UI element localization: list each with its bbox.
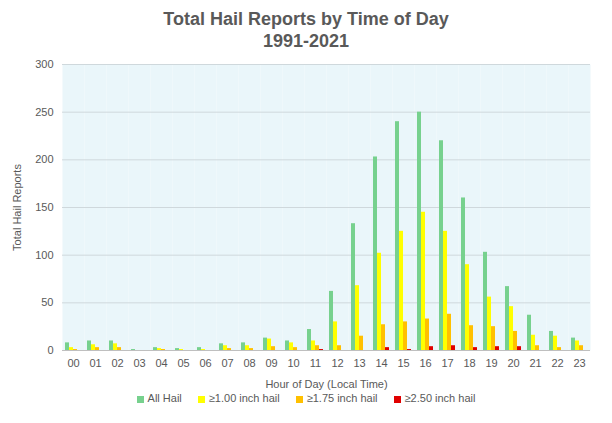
svg-text:Hour of Day (Local Time): Hour of Day (Local Time) xyxy=(265,378,387,390)
svg-text:200: 200 xyxy=(35,153,53,165)
svg-text:17: 17 xyxy=(441,357,453,369)
svg-text:23: 23 xyxy=(573,357,585,369)
svg-text:03: 03 xyxy=(133,357,145,369)
svg-text:02: 02 xyxy=(111,357,123,369)
svg-text:14: 14 xyxy=(375,357,387,369)
svg-text:01: 01 xyxy=(89,357,101,369)
svg-text:07: 07 xyxy=(221,357,233,369)
svg-text:13: 13 xyxy=(353,357,365,369)
html-text:1991-2021: 1991-2021 xyxy=(263,31,349,51)
svg-text:19: 19 xyxy=(485,357,497,369)
svg-text:100: 100 xyxy=(35,249,53,261)
svg-text:15: 15 xyxy=(397,357,409,369)
svg-text:06: 06 xyxy=(199,357,211,369)
html-text:Total Hail Reports by Time of: Total Hail Reports by Time of Day xyxy=(163,9,449,29)
svg-text:250: 250 xyxy=(35,106,53,118)
svg-text:21: 21 xyxy=(529,357,541,369)
svg-text:10: 10 xyxy=(287,357,299,369)
svg-text:50: 50 xyxy=(41,296,53,308)
svg-text:16: 16 xyxy=(419,357,431,369)
html-text:≥2.50 inch hail: ≥2.50 inch hail xyxy=(404,392,476,404)
html-text:≥1.75 inch hail: ≥1.75 inch hail xyxy=(306,392,378,404)
svg-text:04: 04 xyxy=(155,357,167,369)
svg-text:150: 150 xyxy=(35,201,53,213)
svg-text:00: 00 xyxy=(67,357,79,369)
svg-text:09: 09 xyxy=(265,357,277,369)
html-text:All Hail: All Hail xyxy=(147,392,182,404)
svg-text:22: 22 xyxy=(551,357,563,369)
svg-text:12: 12 xyxy=(331,357,343,369)
svg-text:Total Hail Reports: Total Hail Reports xyxy=(11,164,23,251)
svg-text:300: 300 xyxy=(35,58,53,70)
svg-text:11: 11 xyxy=(310,357,321,369)
svg-text:08: 08 xyxy=(243,357,255,369)
svg-text:18: 18 xyxy=(463,357,475,369)
svg-text:20: 20 xyxy=(507,357,519,369)
svg-text:0: 0 xyxy=(47,344,53,356)
svg-text:05: 05 xyxy=(177,357,189,369)
html-text:≥1.00 inch hail: ≥1.00 inch hail xyxy=(208,392,280,404)
